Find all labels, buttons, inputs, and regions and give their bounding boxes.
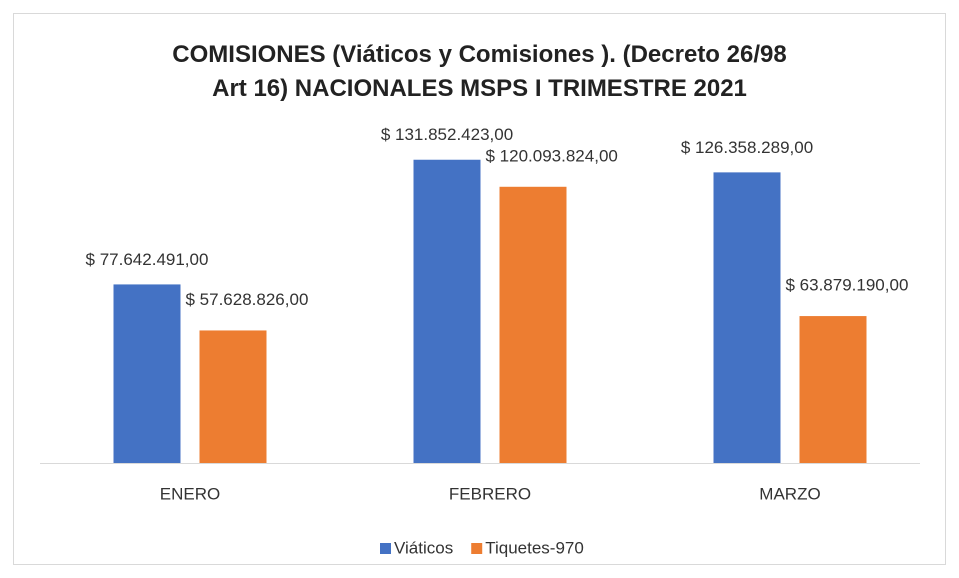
data-label: $ 120.093.824,00 <box>486 146 618 165</box>
bar <box>713 172 781 464</box>
data-label: $ 63.879.190,00 <box>786 276 909 295</box>
data-label: $ 77.642.491,00 <box>86 250 209 269</box>
data-label: $ 126.358.289,00 <box>681 138 813 157</box>
chart-title: COMISIONES (Viáticos y Comisiones ). (De… <box>172 41 787 102</box>
bar <box>199 330 267 463</box>
legend-swatch <box>471 543 483 554</box>
legend-label: Tiquetes-970 <box>485 538 584 557</box>
data-label: $ 131.852.423,00 <box>381 125 513 144</box>
legend-label: Viáticos <box>394 538 453 557</box>
x-tick-label: MARZO <box>759 484 820 503</box>
bar <box>113 284 181 463</box>
x-tick-label: ENERO <box>160 484 220 503</box>
x-tick-label: FEBRERO <box>449 484 531 503</box>
legend-swatch <box>380 543 391 554</box>
bar <box>413 159 481 463</box>
data-label: $ 57.628.826,00 <box>186 290 309 309</box>
bar <box>499 186 567 463</box>
bar <box>799 316 867 463</box>
